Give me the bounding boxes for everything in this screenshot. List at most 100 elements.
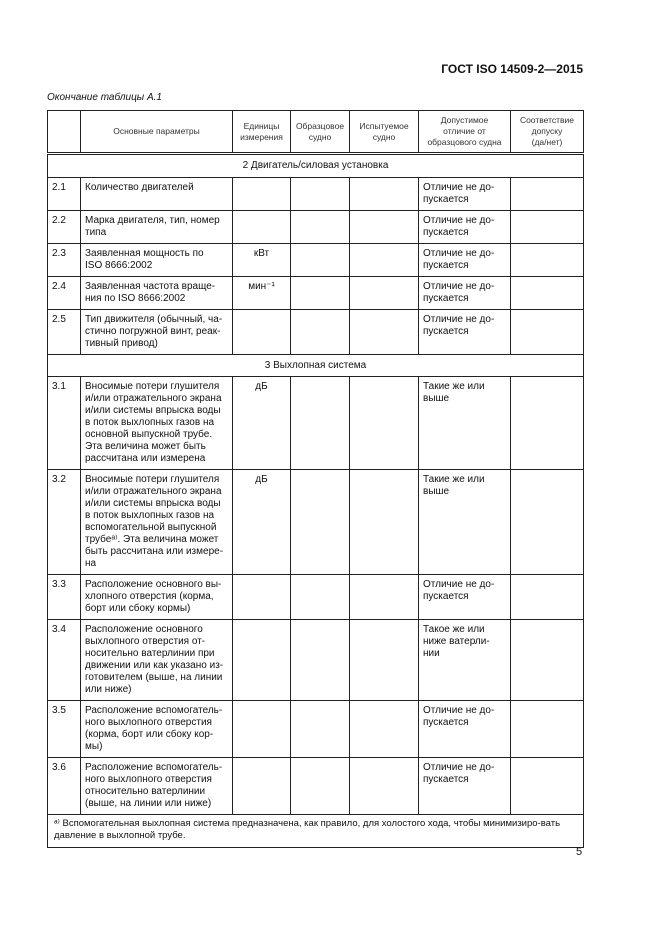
- unit: [232, 574, 291, 620]
- reference-vessel: [290, 619, 350, 701]
- tolerance: Отличие не до- пускается: [418, 700, 511, 758]
- tested-vessel: [349, 469, 419, 575]
- parameter: Марка двигателя, тип, номер типа: [80, 210, 233, 244]
- section-title: 2 Двигатель/силовая установка: [47, 153, 584, 178]
- column-header: Единицы измерения: [232, 110, 291, 155]
- unit: [232, 619, 291, 701]
- parameter: Вносимые потери глушителя и/или отражате…: [80, 376, 233, 470]
- table-row: 2.1 Количество двигателей Отличие не до- п…: [47, 177, 584, 211]
- parameter: Расположение вспомогатель- ного выхлопно…: [80, 757, 233, 815]
- row-number: 2.3: [47, 243, 81, 277]
- tolerance: Отличие не до- пускается: [418, 276, 511, 310]
- tested-vessel: [349, 619, 419, 701]
- tolerance: Отличие не до- пускается: [418, 757, 511, 815]
- unit: дБ: [232, 469, 291, 575]
- reference-vessel: [290, 574, 350, 620]
- tested-vessel: [349, 177, 419, 211]
- column-header: Испытуемое судно: [349, 110, 419, 155]
- row-number: 2.4: [47, 276, 81, 310]
- row-number: 2.1: [47, 177, 81, 211]
- tested-vessel: [349, 243, 419, 277]
- footnote: ᵃ⁾ Вспомогательная выхлопная система пре…: [47, 814, 584, 848]
- reference-vessel: [290, 276, 350, 310]
- tolerance: Отличие не до- пускается: [418, 243, 511, 277]
- compliance: [510, 469, 584, 575]
- table-row: 2.2 Марка двигателя, тип, номер типа Отлич…: [47, 210, 584, 244]
- table-caption: Окончание таблицы А.1: [47, 92, 162, 103]
- compliance: [510, 276, 584, 310]
- section-title: 3 Выхлопная система: [47, 354, 584, 377]
- tested-vessel: [349, 376, 419, 470]
- parameter: Расположение основного выхлопного отверс…: [80, 619, 233, 701]
- compliance: [510, 243, 584, 277]
- table-row: 2.4 Заявленная частота враще- ния по ISO …: [47, 276, 584, 310]
- unit: [232, 757, 291, 815]
- table-row: 2.3 Заявленная мощность по ISO 8666:2002 к…: [47, 243, 584, 277]
- tolerance: Отличие не до- пускается: [418, 177, 511, 211]
- unit: [232, 309, 291, 355]
- unit: [232, 700, 291, 758]
- tolerance: Отличие не до- пускается: [418, 574, 511, 620]
- parameter: Заявленная мощность по ISO 8666:2002: [80, 243, 233, 277]
- unit: [232, 210, 291, 244]
- parameter: Заявленная частота враще- ния по ISO 866…: [80, 276, 233, 310]
- table-row: 3.1 Вносимые потери глушителя и/или отраж…: [47, 376, 584, 470]
- tolerance: Отличие не до- пускается: [418, 309, 511, 355]
- parameter: Количество двигателей: [80, 177, 233, 211]
- column-header: Основные параметры: [80, 110, 233, 155]
- tested-vessel: [349, 210, 419, 244]
- parameter: Тип движителя (обычный, ча- стично погру…: [80, 309, 233, 355]
- row-number: 3.4: [47, 619, 81, 701]
- parameter: Расположение вспомогатель- ного выхлопно…: [80, 700, 233, 758]
- reference-vessel: [290, 309, 350, 355]
- tested-vessel: [349, 276, 419, 310]
- standard-number: ГОСТ ISO 14509-2—2015: [441, 62, 583, 76]
- compliance: [510, 619, 584, 701]
- table-row: 3.2 Вносимые потери глушителя и/или отраж…: [47, 469, 584, 575]
- compliance: [510, 757, 584, 815]
- compliance: [510, 177, 584, 211]
- tolerance: Такое же или ниже ватерли- нии: [418, 619, 511, 701]
- column-header: Соответствие допуску (да/нет): [510, 110, 584, 155]
- parameter: Вносимые потери глушителя и/или отражате…: [80, 469, 233, 575]
- reference-vessel: [290, 177, 350, 211]
- compliance: [510, 574, 584, 620]
- compliance: [510, 309, 584, 355]
- reference-vessel: [290, 243, 350, 277]
- compliance: [510, 700, 584, 758]
- table-row: 3.5 Расположение вспомогатель- ного выхло…: [47, 700, 584, 758]
- unit: дБ: [232, 376, 291, 470]
- reference-vessel: [290, 700, 350, 758]
- reference-vessel: [290, 376, 350, 470]
- row-number: 3.3: [47, 574, 81, 620]
- table-row: 3.6 Расположение вспомогатель- ного выхло…: [47, 757, 584, 815]
- unit: мин⁻¹: [232, 276, 291, 310]
- row-number: 2.5: [47, 309, 81, 355]
- tolerance: Такие же или выше: [418, 376, 511, 470]
- column-header: [47, 110, 81, 155]
- column-header: Образцовое судно: [290, 110, 350, 155]
- reference-vessel: [290, 469, 350, 575]
- table-row: 3.4 Расположение основного выхлопного отв…: [47, 619, 584, 701]
- tested-vessel: [349, 700, 419, 758]
- page-number: 5: [576, 846, 583, 858]
- row-number: 2.2: [47, 210, 81, 244]
- reference-vessel: [290, 210, 350, 244]
- tested-vessel: [349, 757, 419, 815]
- parameters-table: Основные параметры Единицы измерения Образ…: [47, 110, 584, 848]
- reference-vessel: [290, 757, 350, 815]
- parameter: Расположение основного вы- хлопного отве…: [80, 574, 233, 620]
- tolerance: Отличие не до- пускается: [418, 210, 511, 244]
- table-row: 2.5 Тип движителя (обычный, ча- стично по…: [47, 309, 584, 355]
- row-number: 3.6: [47, 757, 81, 815]
- row-number: 3.5: [47, 700, 81, 758]
- row-number: 3.2: [47, 469, 81, 575]
- tested-vessel: [349, 574, 419, 620]
- table-row: 3.3 Расположение основного вы- хлопного о…: [47, 574, 584, 620]
- tested-vessel: [349, 309, 419, 355]
- column-header: Допустимое отличие от образцового судна: [418, 110, 511, 155]
- tolerance: Такие же или выше: [418, 469, 511, 575]
- row-number: 3.1: [47, 376, 81, 470]
- unit: кВт: [232, 243, 291, 277]
